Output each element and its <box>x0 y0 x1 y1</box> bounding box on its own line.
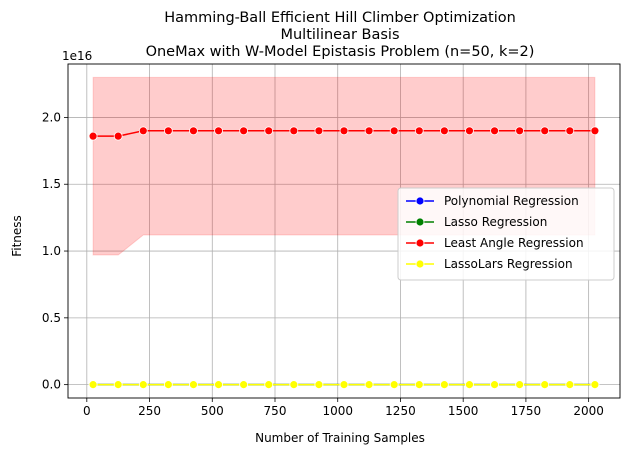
data-point <box>138 126 148 136</box>
x-tick-label: 1250 <box>385 404 416 418</box>
legend-label: Polynomial Regression <box>444 194 579 208</box>
x-tick-label: 250 <box>138 404 161 418</box>
data-point <box>264 126 274 136</box>
data-point <box>314 380 324 390</box>
data-point <box>565 380 575 390</box>
legend-swatch-marker <box>415 238 425 248</box>
chart-title-line-1: Hamming-Ball Efficient Hill Climber Opti… <box>164 10 516 26</box>
legend-label: Lasso Regression <box>444 215 547 229</box>
x-tick-label: 750 <box>264 404 287 418</box>
chart-title-line-2: Multilinear Basis <box>280 27 399 43</box>
legend-label: LassoLars Regression <box>444 257 573 271</box>
x-tick-label: 1000 <box>322 404 353 418</box>
chart-title-line-3: OneMax with W-Model Epistasis Problem (n… <box>146 44 535 60</box>
x-tick-label: 1500 <box>448 404 479 418</box>
data-point <box>364 380 374 390</box>
data-point <box>590 126 600 136</box>
data-point <box>214 126 223 136</box>
data-point <box>239 380 249 390</box>
axis-ticks: 0 250 500 750 1000 1250 1500 1750 2000 0.0 0.5 1.0 1… <box>42 110 604 418</box>
data-point <box>88 131 98 141</box>
x-tick-label: 500 <box>201 404 224 418</box>
data-point <box>138 380 148 390</box>
legend-swatch-marker <box>415 196 425 206</box>
series-lines <box>88 126 600 390</box>
data-point <box>339 380 349 390</box>
data-point <box>88 380 98 390</box>
y-tick-label: 1.0 <box>42 244 61 258</box>
data-point <box>515 126 525 136</box>
data-point <box>214 380 223 390</box>
data-point <box>439 380 449 390</box>
data-point <box>189 380 198 390</box>
data-point <box>289 126 299 136</box>
plot-frame <box>67 63 621 399</box>
x-tick-label: 1750 <box>511 404 542 418</box>
legend-box <box>397 187 615 281</box>
data-point <box>490 380 499 390</box>
data-point <box>314 126 324 136</box>
y-tick-label: 0.0 <box>42 378 61 392</box>
data-point <box>590 380 600 390</box>
data-point <box>239 126 249 136</box>
data-point <box>364 126 374 136</box>
data-point <box>289 380 299 390</box>
y-tick-label: 2.0 <box>42 110 61 124</box>
y-axis-label: Fitness <box>10 215 24 257</box>
x-tick-label: 0 <box>83 404 91 418</box>
data-point <box>540 126 550 136</box>
data-point <box>565 126 575 136</box>
data-point <box>163 126 173 136</box>
data-point <box>465 126 474 136</box>
x-axis-label: Number of Training Samples <box>255 431 425 445</box>
y-tick-label: 1.5 <box>42 177 61 191</box>
legend-swatch-marker <box>415 259 425 269</box>
data-point <box>389 380 399 390</box>
legend-label: Least Angle Regression <box>444 236 584 250</box>
data-point <box>414 380 424 390</box>
data-point <box>465 380 474 390</box>
data-point <box>515 380 525 390</box>
legend-swatch-marker <box>415 217 425 227</box>
data-point <box>113 380 123 390</box>
data-point <box>490 126 499 136</box>
y-offset-label: 1e16 <box>62 49 92 63</box>
data-point <box>264 380 274 390</box>
data-point <box>389 126 399 136</box>
data-point <box>189 126 198 136</box>
data-point <box>339 126 349 136</box>
x-tick-label: 2000 <box>573 404 604 418</box>
data-point <box>113 131 123 141</box>
data-point <box>414 126 424 136</box>
data-point <box>439 126 449 136</box>
legend: Polynomial Regression Lasso Regression Lea… <box>397 187 615 281</box>
y-tick-label: 0.5 <box>42 311 61 325</box>
data-point <box>540 380 550 390</box>
data-point <box>163 380 173 390</box>
